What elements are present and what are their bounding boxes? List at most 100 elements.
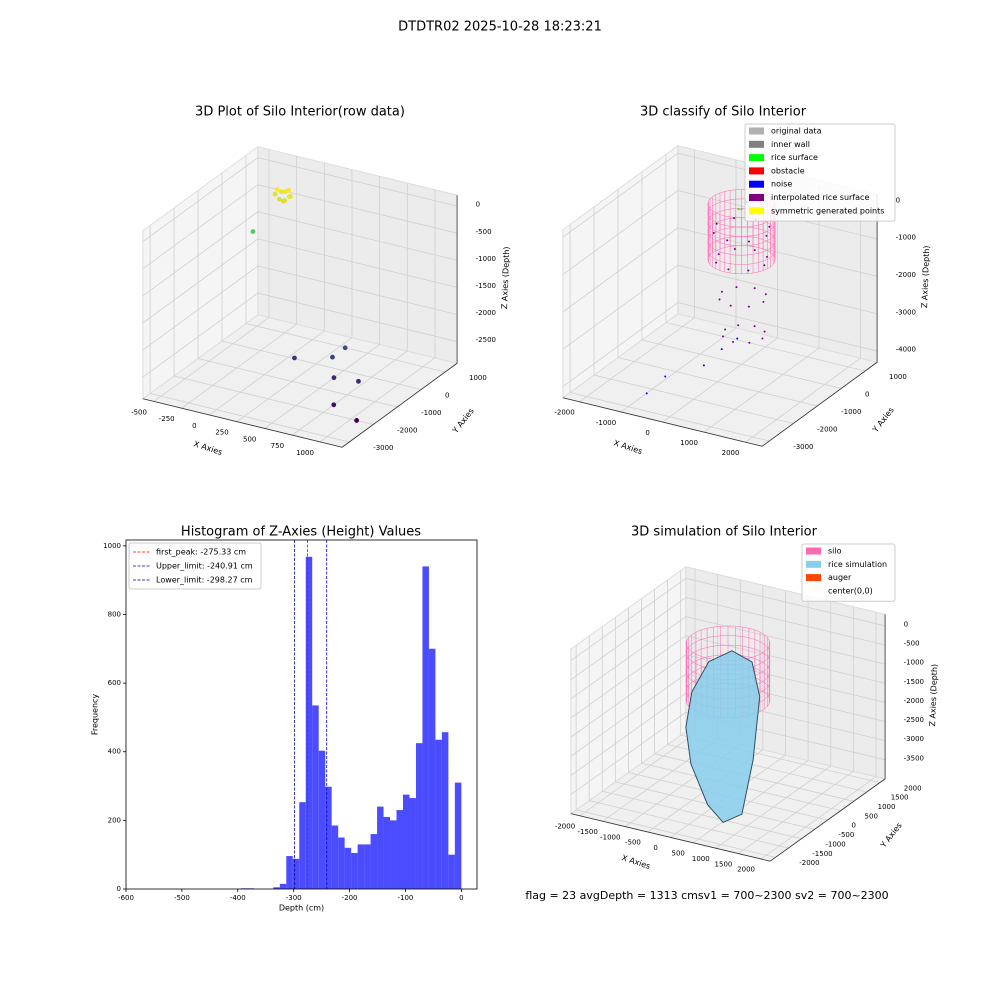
legend-swatch <box>749 207 764 215</box>
grid-line <box>602 790 802 840</box>
legend-label: noise <box>771 180 792 189</box>
legend-label: rice simulation <box>828 560 887 569</box>
grid-line <box>221 340 422 390</box>
x-tick-label: 0 <box>645 429 649 437</box>
z-tick-label: -1000 <box>476 255 496 263</box>
histogram-bar <box>422 566 429 889</box>
data-point <box>288 194 293 199</box>
x-tick-label: -200 <box>342 894 358 902</box>
data-point <box>292 355 297 361</box>
grid-line <box>562 152 679 238</box>
x-tick-label: 1000 <box>296 449 314 457</box>
data-point <box>276 196 282 202</box>
grid-line <box>620 327 737 413</box>
grid-line <box>641 339 842 389</box>
y-tick-label: 0 <box>445 391 449 399</box>
histogram-bar <box>390 820 397 889</box>
data-point <box>282 198 288 204</box>
data-point <box>737 208 740 211</box>
data-point <box>715 261 718 264</box>
axis-line <box>341 362 458 448</box>
data-point <box>763 264 766 267</box>
axis-line <box>570 813 771 862</box>
x-tick-label: 1000 <box>692 855 710 863</box>
z-tick-label: -3000 <box>896 308 916 316</box>
figure-title: DTDTR02 2025-10-28 18:23:21 <box>398 20 602 35</box>
x-tick-label: 0 <box>459 894 463 902</box>
data-point <box>735 286 738 289</box>
grid-line <box>703 347 820 433</box>
legend-label: auger <box>828 573 852 582</box>
histogram-bar <box>331 825 339 889</box>
axes-title: 3D simulation of Silo Interior <box>631 525 818 540</box>
z-tick-label: 0 <box>476 201 480 209</box>
histogram-bar <box>305 556 313 889</box>
axes-title: Histogram of Z-Axies (Height) Values <box>181 525 421 540</box>
legend-swatch <box>749 140 764 148</box>
data-point <box>727 268 730 271</box>
grid-line <box>257 157 458 207</box>
data-point <box>737 324 740 327</box>
grid-line <box>562 227 679 313</box>
data-point <box>733 247 736 250</box>
grid-line <box>257 292 458 342</box>
data-point <box>753 287 756 290</box>
x-tick-label: -2000 <box>555 823 575 831</box>
legend-label: rice surface <box>771 153 818 162</box>
data-point <box>733 217 736 220</box>
grid-line <box>677 264 878 315</box>
histogram-bar <box>441 732 449 889</box>
legend-swatch <box>749 127 764 135</box>
data-point <box>286 187 291 193</box>
grid-line <box>142 211 259 297</box>
x-axis-label: X Axies <box>193 439 224 457</box>
z-tick-label: -1000 <box>896 234 916 242</box>
z-tick-label: -1000 <box>904 659 924 667</box>
data-point <box>250 229 256 234</box>
histogram-bar <box>273 887 280 889</box>
axes-title: 3D classify of Silo Interior <box>640 105 807 120</box>
x-tick-label: 0 <box>192 422 196 430</box>
y-tick-label: -1000 <box>421 409 441 417</box>
x-tick-label: -1000 <box>600 833 620 841</box>
data-point <box>702 364 705 367</box>
grid-line <box>570 392 770 442</box>
data-point <box>753 249 756 252</box>
data-point <box>766 255 769 258</box>
data-point <box>331 375 337 381</box>
y-tick-label: 1000 <box>878 803 896 811</box>
grid-line <box>562 302 679 387</box>
legend-label: center(0,0) <box>828 586 873 595</box>
histogram-bar <box>279 883 287 889</box>
legend-label: first_peak: -275.33 cm <box>156 548 246 557</box>
z-axis-label: Z Axies (Depth) <box>928 664 939 727</box>
z-tick-label: -1500 <box>476 282 496 290</box>
y-tick-label: -1500 <box>812 850 832 858</box>
x-tick-label: -600 <box>118 894 134 902</box>
grid-line <box>209 330 325 416</box>
grid-line <box>570 692 687 776</box>
grid-line <box>142 292 259 378</box>
z-tick-label: -2500 <box>476 336 496 344</box>
histogram-bar <box>364 844 371 889</box>
data-point <box>715 222 718 225</box>
legend-swatch <box>749 194 764 201</box>
x-tick-label: 750 <box>271 442 284 450</box>
grid-line <box>153 317 270 402</box>
z-tick-label: -2000 <box>904 697 924 705</box>
data-point <box>720 290 723 293</box>
legend-box <box>744 123 896 222</box>
grid-line <box>570 711 687 795</box>
data-point <box>726 239 729 242</box>
grid-line <box>562 264 679 350</box>
grid-line <box>576 809 776 858</box>
legend-swatch <box>806 574 821 582</box>
data-point <box>354 418 360 423</box>
grid-line <box>142 265 259 351</box>
z-tick-label: -500 <box>904 640 920 648</box>
histogram-bar <box>454 782 462 889</box>
z-tick-label: -3000 <box>904 735 924 743</box>
z-tick-label: 0 <box>896 196 900 204</box>
histogram-bar <box>377 806 384 889</box>
x-tick-label: 2000 <box>737 866 755 874</box>
